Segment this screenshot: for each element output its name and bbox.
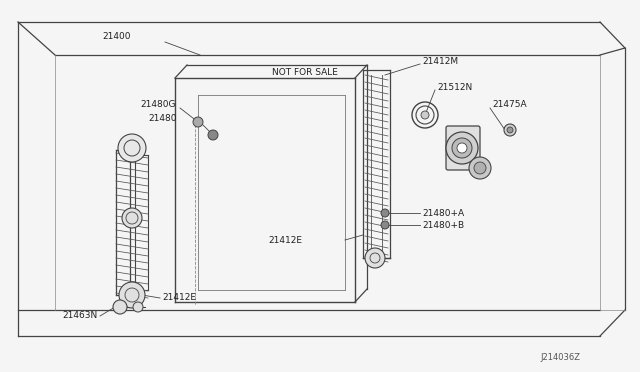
Circle shape (504, 124, 516, 136)
FancyBboxPatch shape (446, 126, 480, 170)
Text: NOT FOR SALE: NOT FOR SALE (272, 67, 338, 77)
Circle shape (381, 209, 389, 217)
Text: 21412E: 21412E (162, 294, 196, 302)
Circle shape (365, 248, 385, 268)
Circle shape (381, 221, 389, 229)
Circle shape (193, 117, 203, 127)
Circle shape (421, 111, 429, 119)
Circle shape (474, 162, 486, 174)
Text: 21512N: 21512N (437, 83, 472, 92)
Text: 21480+A: 21480+A (422, 208, 464, 218)
Circle shape (119, 282, 145, 308)
Text: 21412E: 21412E (268, 235, 302, 244)
Text: J214036Z: J214036Z (540, 353, 580, 362)
Text: 21463N: 21463N (62, 311, 97, 321)
Circle shape (507, 127, 513, 133)
Circle shape (118, 134, 146, 162)
Circle shape (446, 132, 478, 164)
Circle shape (452, 138, 472, 158)
Circle shape (457, 143, 467, 153)
Text: 21480+B: 21480+B (422, 221, 464, 230)
Circle shape (208, 130, 218, 140)
Text: 21412M: 21412M (422, 57, 458, 65)
Circle shape (122, 208, 142, 228)
Text: 21475A: 21475A (492, 99, 527, 109)
Text: 21480G: 21480G (140, 99, 175, 109)
Circle shape (133, 302, 143, 312)
Text: 21480: 21480 (148, 113, 177, 122)
Circle shape (469, 157, 491, 179)
Circle shape (113, 300, 127, 314)
Text: 21400: 21400 (102, 32, 131, 41)
